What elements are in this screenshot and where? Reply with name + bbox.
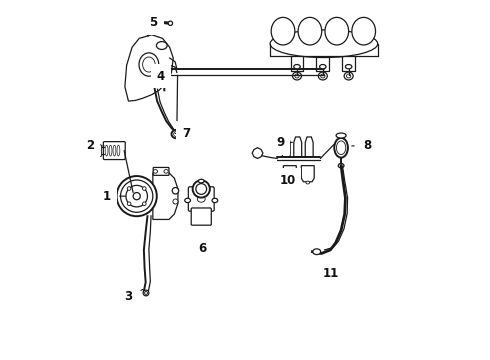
Ellipse shape xyxy=(143,290,149,296)
Polygon shape xyxy=(252,148,263,158)
Text: 3: 3 xyxy=(124,289,143,303)
Ellipse shape xyxy=(143,187,146,190)
Ellipse shape xyxy=(173,131,180,137)
Ellipse shape xyxy=(336,133,346,138)
Ellipse shape xyxy=(126,185,147,207)
Ellipse shape xyxy=(193,180,210,198)
Ellipse shape xyxy=(185,198,191,203)
FancyBboxPatch shape xyxy=(153,167,169,175)
Text: 11: 11 xyxy=(323,266,339,280)
Ellipse shape xyxy=(156,41,167,49)
Ellipse shape xyxy=(346,74,351,78)
Ellipse shape xyxy=(145,292,147,294)
Ellipse shape xyxy=(164,170,168,173)
Text: 4: 4 xyxy=(157,69,172,82)
Ellipse shape xyxy=(143,57,155,72)
Ellipse shape xyxy=(117,176,157,216)
Text: 1: 1 xyxy=(103,190,125,203)
Ellipse shape xyxy=(352,17,375,45)
Text: 7: 7 xyxy=(175,127,190,140)
Polygon shape xyxy=(153,173,178,220)
Ellipse shape xyxy=(294,64,300,69)
Text: 5: 5 xyxy=(149,16,160,29)
FancyBboxPatch shape xyxy=(94,145,101,156)
Ellipse shape xyxy=(198,179,204,183)
Polygon shape xyxy=(282,137,290,157)
Ellipse shape xyxy=(293,72,301,80)
Ellipse shape xyxy=(196,184,207,194)
Polygon shape xyxy=(305,137,313,157)
Ellipse shape xyxy=(320,74,325,78)
Ellipse shape xyxy=(173,199,178,204)
Text: 9: 9 xyxy=(276,136,293,149)
FancyBboxPatch shape xyxy=(191,208,211,225)
Ellipse shape xyxy=(143,202,146,206)
Ellipse shape xyxy=(133,193,140,200)
Ellipse shape xyxy=(168,21,172,26)
Polygon shape xyxy=(294,137,302,157)
Ellipse shape xyxy=(127,202,131,206)
FancyBboxPatch shape xyxy=(103,141,125,159)
Ellipse shape xyxy=(121,180,153,212)
Ellipse shape xyxy=(334,138,348,158)
Polygon shape xyxy=(301,166,314,182)
Ellipse shape xyxy=(319,64,326,69)
Text: 6: 6 xyxy=(198,240,206,255)
Ellipse shape xyxy=(318,72,327,80)
FancyBboxPatch shape xyxy=(188,187,214,211)
Ellipse shape xyxy=(271,17,295,45)
Text: 8: 8 xyxy=(352,139,371,152)
Ellipse shape xyxy=(288,181,292,184)
Ellipse shape xyxy=(197,196,205,202)
Ellipse shape xyxy=(127,187,131,190)
Text: 2: 2 xyxy=(86,139,104,152)
Ellipse shape xyxy=(313,249,320,255)
Ellipse shape xyxy=(337,141,346,154)
Ellipse shape xyxy=(139,53,159,76)
Ellipse shape xyxy=(306,181,310,184)
Ellipse shape xyxy=(345,64,352,69)
Ellipse shape xyxy=(338,163,344,168)
Polygon shape xyxy=(283,166,296,182)
Ellipse shape xyxy=(270,30,378,58)
Ellipse shape xyxy=(295,74,299,78)
Ellipse shape xyxy=(172,188,179,194)
Ellipse shape xyxy=(153,170,157,173)
Ellipse shape xyxy=(298,17,322,45)
Ellipse shape xyxy=(325,17,349,45)
Ellipse shape xyxy=(172,130,182,138)
Ellipse shape xyxy=(212,198,218,203)
Polygon shape xyxy=(125,35,173,101)
Ellipse shape xyxy=(344,72,353,80)
Text: 10: 10 xyxy=(279,174,295,186)
